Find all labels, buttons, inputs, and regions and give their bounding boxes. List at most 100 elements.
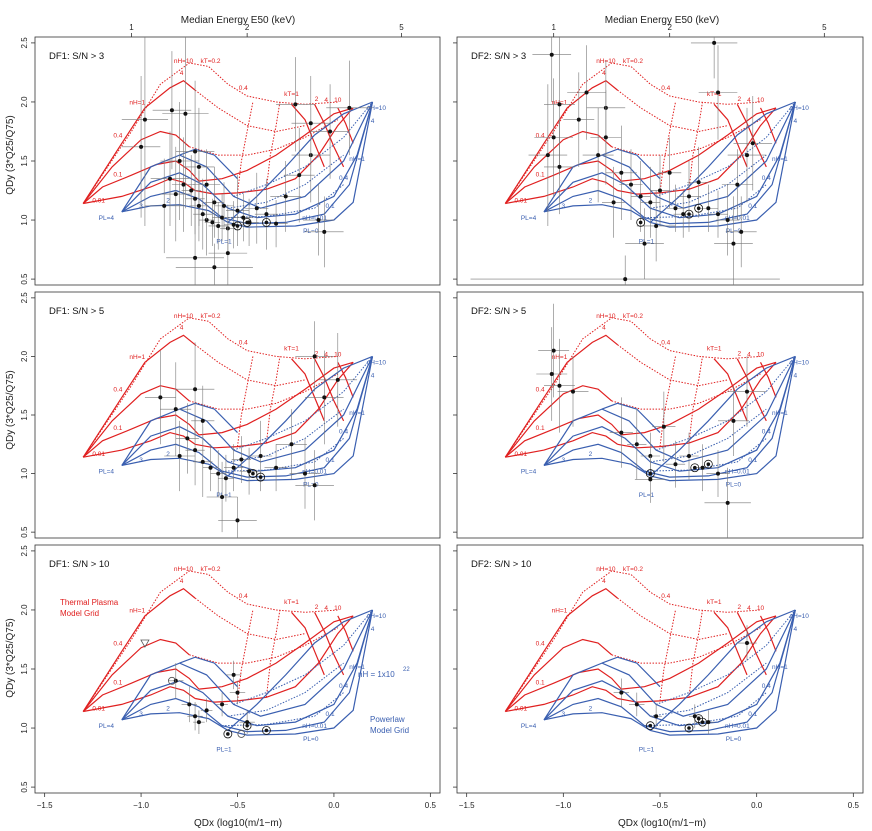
data-point bbox=[142, 117, 147, 122]
panel-2: DF2: S/N > 3nH=10kT=0.24nH=10.4kT=124100… bbox=[453, 36, 864, 286]
data-point bbox=[642, 241, 647, 246]
circled-point bbox=[706, 462, 711, 467]
thermal-grid-label: kT=1 bbox=[707, 599, 722, 606]
x-tick-label: −1.0 bbox=[555, 801, 571, 810]
powerlaw-grid-label: PL=1 bbox=[639, 492, 655, 499]
data-point bbox=[216, 471, 221, 476]
thermal-grid-dotted bbox=[194, 597, 306, 641]
powerlaw-grid-label: 2 bbox=[589, 451, 593, 458]
powerlaw-grid-label: 0.1 bbox=[748, 711, 757, 718]
circled-point bbox=[648, 723, 653, 728]
bottom-axes: −1.5 −1.0 −0.5 0.0 0.5 −1.5 −1.0 −0.5 0.0 0.5 bbox=[37, 793, 859, 810]
thermal-grid-dotted bbox=[504, 62, 761, 204]
circled-point-ring bbox=[256, 472, 266, 482]
data-point bbox=[193, 714, 198, 719]
thermal-grid-line bbox=[504, 385, 613, 458]
x-tick-label: 0.0 bbox=[751, 801, 763, 810]
thermal-grid-label: 0.1 bbox=[536, 679, 545, 686]
thermal-grid-dotted bbox=[659, 609, 676, 701]
circled-point-ring bbox=[242, 721, 252, 731]
data-point bbox=[712, 40, 717, 45]
thermal-grid-label: nH=10 bbox=[174, 313, 194, 320]
thermal-grid-label: 0.4 bbox=[113, 132, 122, 139]
circled-point-ring bbox=[233, 221, 242, 231]
data-point bbox=[735, 182, 740, 187]
powerlaw-grid-label: 0.1 bbox=[326, 457, 335, 464]
powerlaw-grid-label: PL=0 bbox=[726, 736, 742, 743]
powerlaw-grid-line bbox=[121, 609, 374, 733]
powerlaw-grid-label: 4 bbox=[794, 118, 798, 125]
powerlaw-grid-line bbox=[543, 101, 796, 219]
y-axis-label-row-3: QDy (3*Q25/Q75) bbox=[5, 618, 16, 697]
data-point bbox=[700, 465, 705, 470]
powerlaw-grid-label: nH=10 bbox=[367, 360, 387, 367]
thermal-grid-line bbox=[82, 638, 190, 712]
powerlaw-grid-label: nH=1 bbox=[772, 410, 788, 417]
powerlaw-grid-dotted bbox=[644, 438, 767, 472]
top-axes: 1 2 5 1 2 5 bbox=[129, 23, 827, 37]
data-point bbox=[725, 218, 730, 223]
thermal-grid-line bbox=[621, 361, 777, 436]
data-point bbox=[196, 203, 201, 208]
data-point bbox=[162, 203, 167, 208]
y-tick-label: 2.0 bbox=[20, 350, 29, 362]
y-tick-label: 0.5 bbox=[20, 526, 29, 538]
data-point bbox=[658, 188, 662, 193]
data-point bbox=[231, 672, 236, 677]
top-tick-label: 5 bbox=[822, 23, 827, 32]
thermal-grid-line bbox=[736, 104, 767, 168]
data-point bbox=[200, 212, 205, 217]
circled-point bbox=[245, 220, 249, 225]
thermal-grid-label: 4 bbox=[180, 578, 184, 585]
powerlaw-grid-label: nH=0.01 bbox=[725, 469, 750, 476]
data-point bbox=[193, 387, 198, 392]
thermal-grid-dotted bbox=[617, 597, 728, 641]
thermal-grid-line bbox=[759, 615, 777, 652]
powerlaw-grid-line bbox=[543, 356, 796, 472]
data-point bbox=[681, 212, 686, 217]
circled-point-ring bbox=[684, 723, 694, 733]
panel-5: DF1: S/N > 10 0.5 1.0 1.5 2.0 2.5 nH=10 kT=0.2 4… bbox=[20, 544, 441, 794]
circled-point bbox=[687, 212, 691, 216]
thermal-grid-label: 0.4 bbox=[239, 340, 248, 347]
powerlaw-grid-line bbox=[543, 609, 796, 736]
powerlaw-grid-label: PL=4 bbox=[99, 215, 115, 222]
data-point bbox=[235, 208, 240, 213]
thermal-grid-line bbox=[337, 615, 354, 652]
y-axis-label-row-1: QDy (3*Q25/Q75) bbox=[5, 115, 16, 194]
thermal-grid-dotted bbox=[194, 344, 306, 387]
powerlaw-grid-label: 0.4 bbox=[762, 429, 771, 436]
thermal-grid-line bbox=[504, 334, 618, 458]
data-points bbox=[144, 321, 358, 538]
panel-1: DF1: S/N > 3 0.5 1.0 1.5 2.0 2.5 nH=10 kT=0.2 4 n… bbox=[20, 36, 441, 286]
powerlaw-grid-label: 0.4 bbox=[339, 429, 348, 436]
thermal-grid-line bbox=[314, 612, 345, 676]
thermal-grid-line bbox=[194, 615, 354, 703]
powerlaw-grid-label: PL=0 bbox=[303, 736, 319, 743]
powerlaw-grid-line bbox=[179, 402, 238, 434]
powerlaw-grid-dotted bbox=[222, 692, 344, 727]
data-point bbox=[189, 188, 194, 193]
data-point bbox=[220, 215, 225, 220]
powerlaw-grid-label: 3 bbox=[562, 203, 566, 210]
data-points bbox=[536, 303, 767, 538]
thermal-grid-line bbox=[759, 107, 777, 144]
data-point bbox=[654, 714, 659, 719]
circled-point-ring bbox=[242, 218, 252, 227]
powerlaw-grid-label: nH=1 bbox=[349, 410, 365, 417]
thermal-grid-label: 0.4 bbox=[536, 132, 545, 139]
powerlaw-grid-label: PL=4 bbox=[521, 723, 537, 730]
data-point bbox=[648, 477, 653, 482]
annotation: Model Grid bbox=[370, 726, 409, 735]
powerlaw-grid-label: nH=10 bbox=[367, 613, 387, 620]
powerlaw-grid-label: PL=1 bbox=[639, 747, 655, 754]
data-point bbox=[739, 229, 744, 234]
powerlaw-grid-line bbox=[601, 148, 661, 180]
data-point bbox=[274, 465, 279, 470]
powerlaw-grid-label: nH=0.01 bbox=[725, 723, 750, 730]
thermal-grid-label: 0.4 bbox=[661, 85, 670, 92]
powerlaw-grid-dotted bbox=[644, 692, 767, 727]
thermal-grid-label: 4 bbox=[324, 605, 328, 612]
powerlaw-grid-label: 3 bbox=[139, 711, 143, 718]
